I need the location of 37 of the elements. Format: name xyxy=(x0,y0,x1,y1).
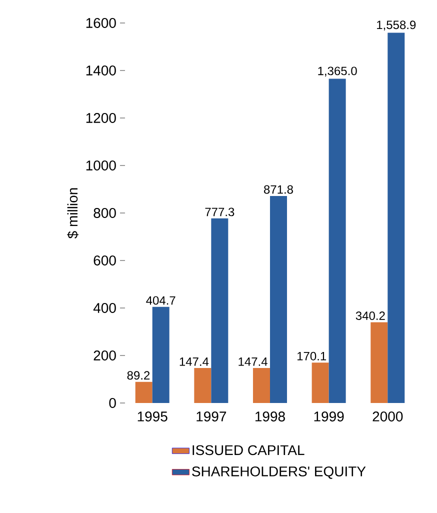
y-tick-label: 600 xyxy=(94,256,116,266)
bar xyxy=(135,382,152,403)
data-label: 404.7 xyxy=(146,296,176,305)
y-tick-label: 200 xyxy=(94,350,116,360)
x-tick-label: 1998 xyxy=(255,412,285,422)
y-tick-label: 1400 xyxy=(86,66,116,76)
data-label: 1,558.9 xyxy=(377,20,416,31)
data-label: 147.4 xyxy=(238,358,268,366)
data-label: 340.2 xyxy=(356,312,385,320)
x-tick-label: 1999 xyxy=(314,412,344,422)
bar xyxy=(211,218,228,403)
y-tick-label: 800 xyxy=(94,208,116,218)
data-label: 777.3 xyxy=(205,208,234,216)
y-axis-title: $ million xyxy=(67,188,78,239)
bar xyxy=(370,322,388,403)
data-label: 89.2 xyxy=(127,371,150,380)
data-label: 1,365.0 xyxy=(318,66,357,77)
data-label: 170.1 xyxy=(298,352,326,360)
bar xyxy=(312,362,329,403)
bar xyxy=(328,78,346,403)
x-tick-label: 2000 xyxy=(372,412,403,422)
bar xyxy=(194,368,212,403)
y-tick-label: 1600 xyxy=(86,18,116,28)
legend-label: SHAREHOLDERS' EQUITY xyxy=(192,466,366,479)
y-tick-label: 1000 xyxy=(86,160,116,170)
bar xyxy=(253,368,270,403)
data-label: 871.8 xyxy=(264,185,293,194)
x-tick-label: 1997 xyxy=(196,412,226,422)
legend-label: ISSUED CAPITAL xyxy=(192,445,304,456)
bar xyxy=(388,32,405,403)
x-tick-label: 1995 xyxy=(138,412,168,422)
bar xyxy=(152,306,170,403)
data-label: 147.4 xyxy=(180,358,209,366)
y-tick-label: 400 xyxy=(93,303,116,313)
bar xyxy=(270,196,287,403)
y-tick-label: 0 xyxy=(109,398,116,408)
y-tick-label: 1200 xyxy=(86,113,116,123)
